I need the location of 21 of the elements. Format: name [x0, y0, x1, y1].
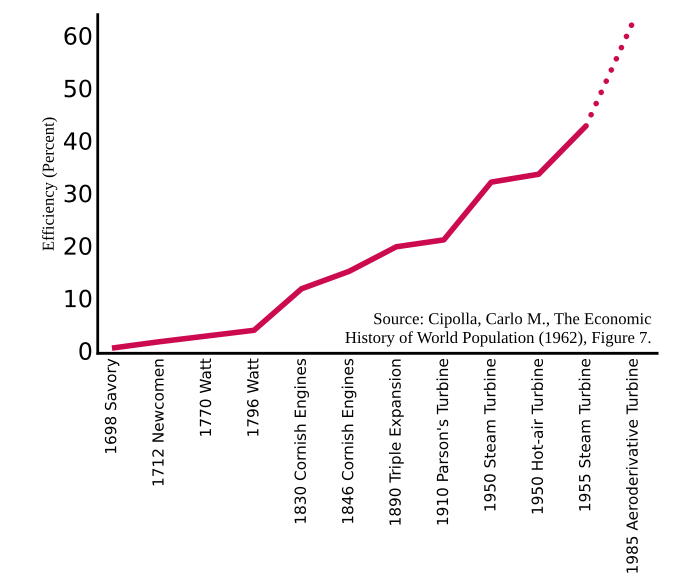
y-tick-label: 50 [64, 80, 92, 98]
x-tick-label: 1890 Triple Expansion [389, 359, 404, 525]
y-tick-label: 30 [64, 184, 92, 202]
x-tick-label: 1950 Steam Turbine [484, 358, 496, 510]
x-tick-label: 1955 Steam Turbine [578, 358, 590, 510]
annotation: Source: Cipolla, Carlo M., The Economic History of World Population (1962), Figure 7. [345, 312, 652, 347]
y-tick-label: 10 [65, 290, 92, 308]
x-tick-label: 1770 Watt [200, 358, 212, 436]
y-tick-label: 0 [79, 342, 92, 360]
y-tick-label: 40 [64, 132, 92, 150]
x-tick-label: 1950 Hot-air Turbine [531, 358, 544, 514]
x-tick-label: 1846 Cornish Engines [342, 358, 356, 524]
x-tick-label: 1910 Parson's Turbine [436, 358, 448, 524]
x-tick-label: 1796 Watt [247, 358, 259, 436]
y-tick-label: 60 [64, 27, 92, 45]
x-tick-label: 1830 Cornish Engines [294, 358, 309, 524]
x-tick-label: 1712 Newcomen [152, 359, 164, 486]
x-tick-label: 1698 Savory [104, 358, 120, 454]
y-tick-label: 20 [64, 237, 92, 255]
y-axis-title: Efficiency (Percent) [42, 118, 58, 251]
x-tick-label: 1985 Aeroderivative Turbine [626, 359, 638, 573]
